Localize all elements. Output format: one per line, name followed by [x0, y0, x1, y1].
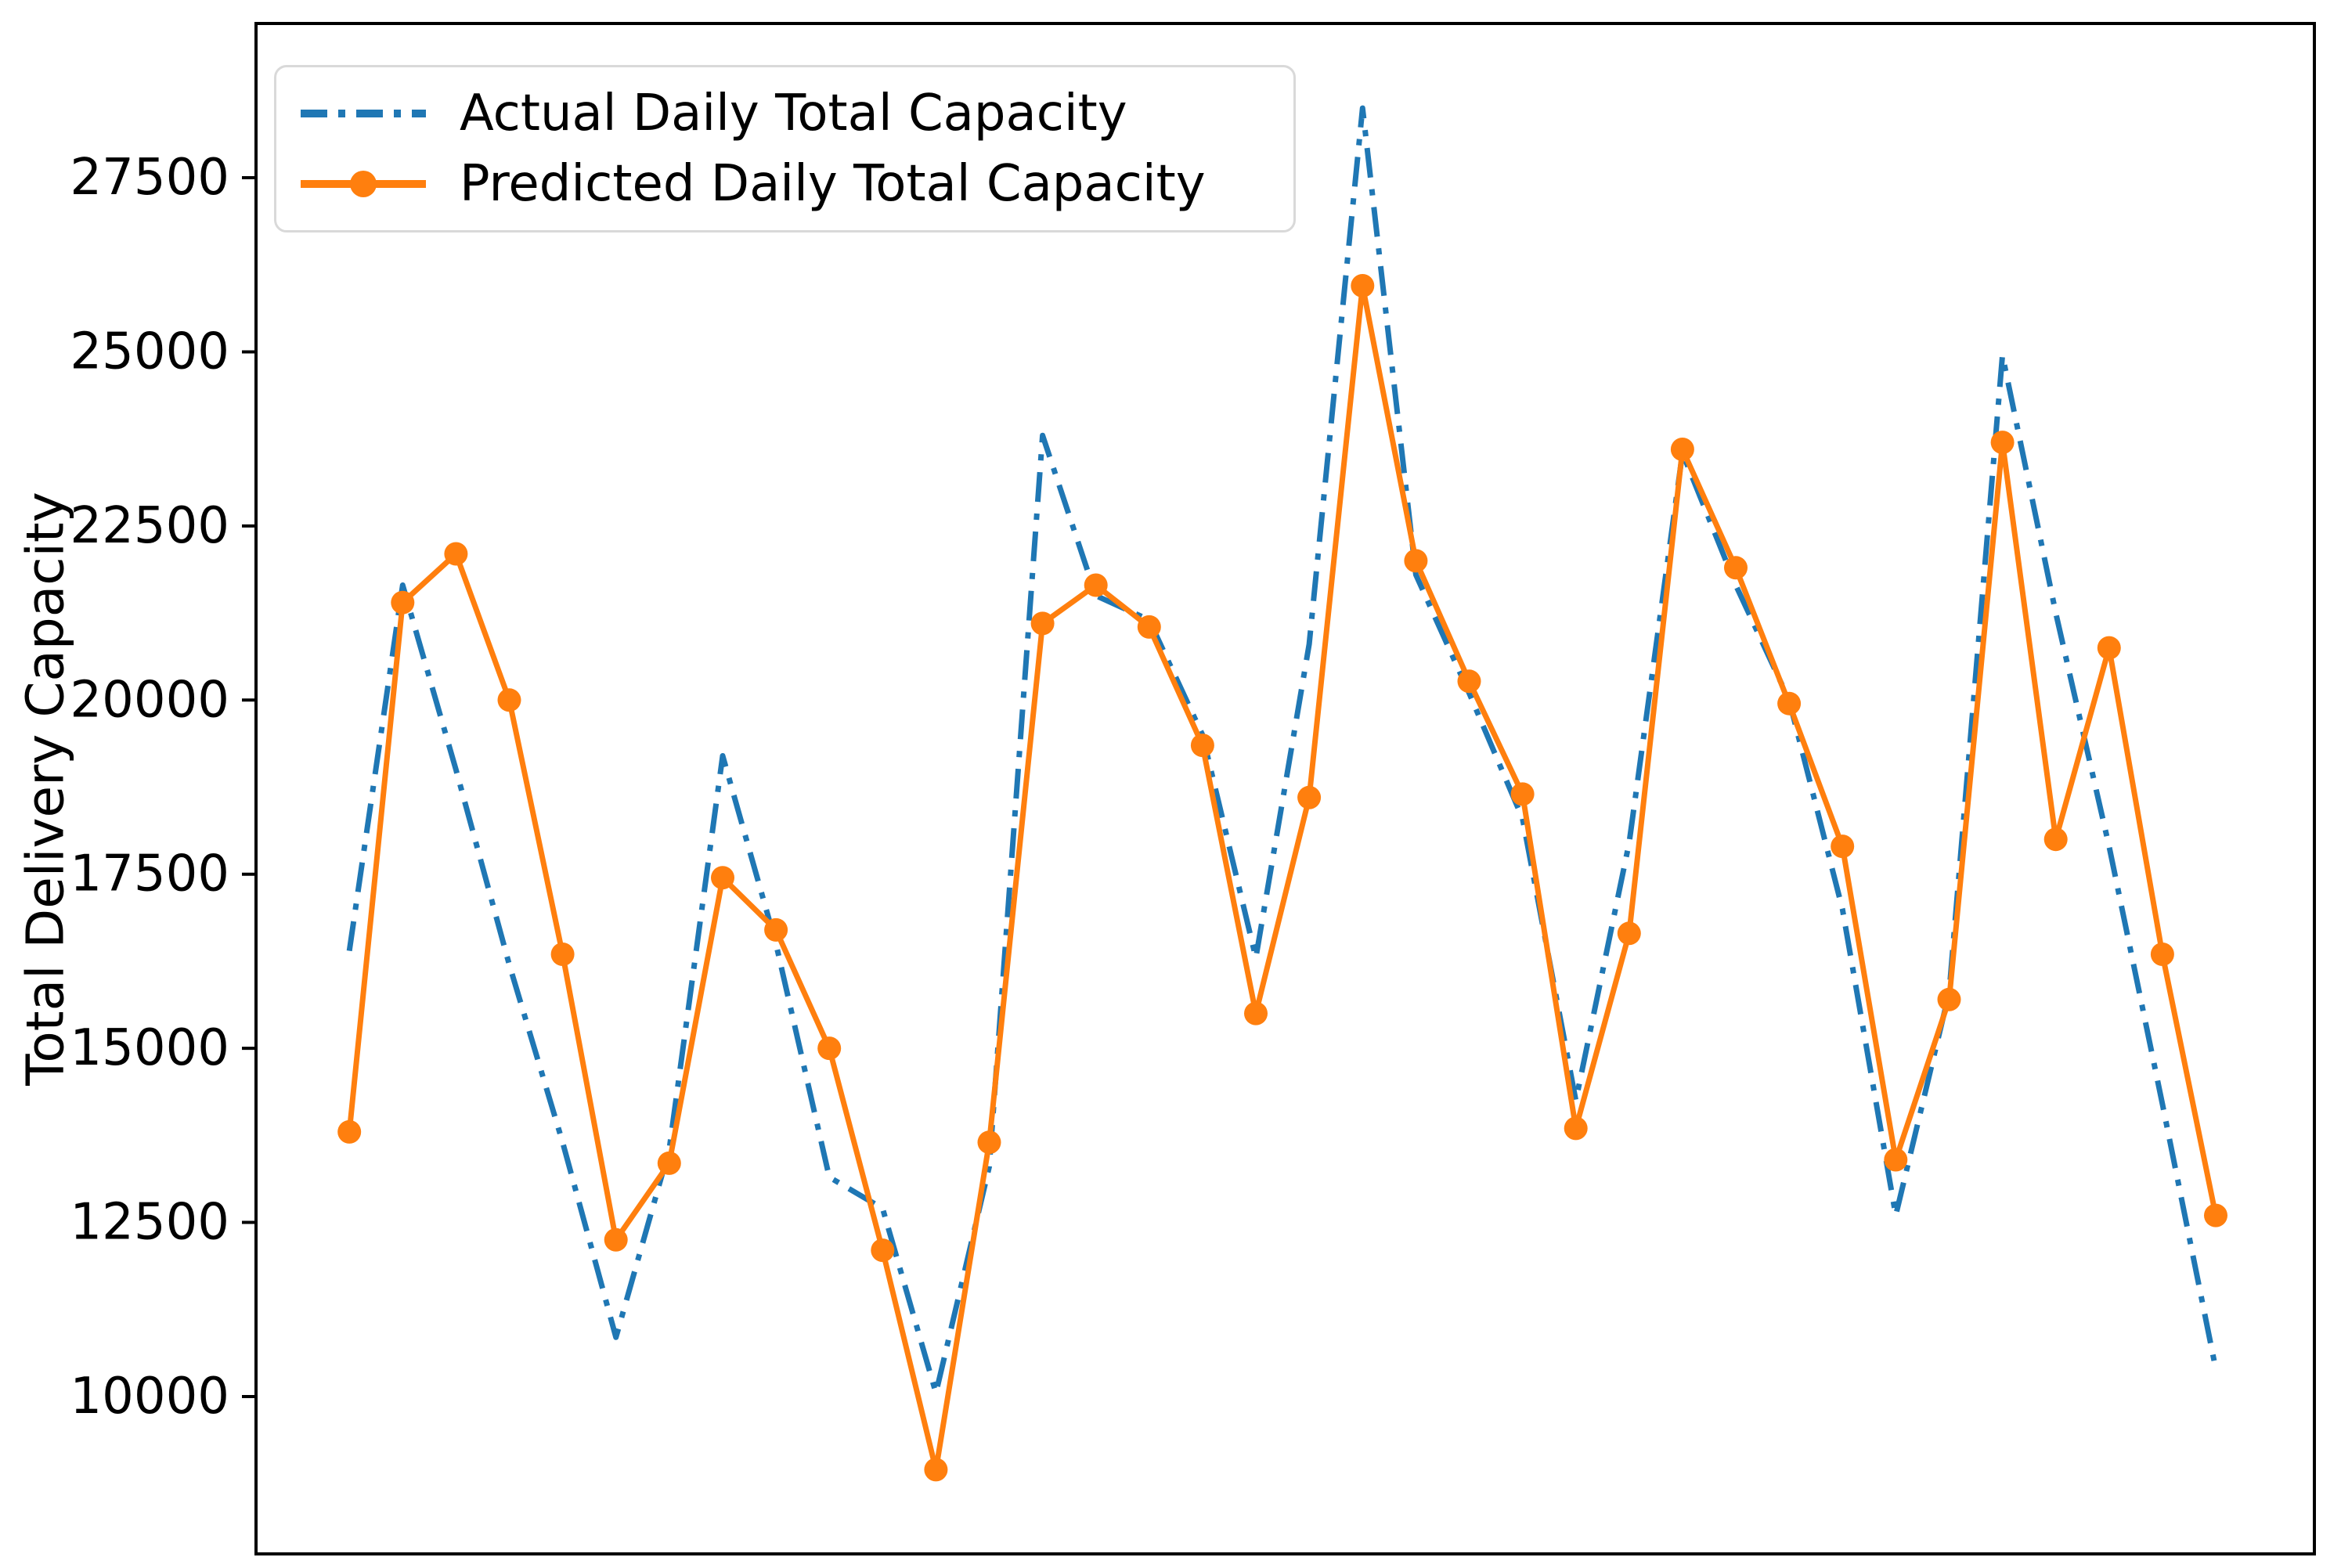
y-tick-label: 15000: [70, 1019, 229, 1077]
predicted-data-point: [657, 1151, 681, 1175]
predicted-data-point: [817, 1036, 842, 1061]
predicted-data-point: [1990, 431, 2015, 455]
legend-item-actual: Actual Daily Total Capacity: [297, 78, 1275, 149]
predicted-data-point: [1190, 734, 1214, 758]
predicted-data-point: [337, 1119, 362, 1144]
predicted-data-point: [1351, 274, 1375, 297]
predicted-data-point: [1404, 549, 1428, 573]
predicted-data-point: [1244, 1001, 1268, 1026]
actual-series-line: [346, 105, 2219, 1396]
predicted-data-point: [977, 1130, 1001, 1155]
y-tick-label: 22500: [70, 497, 229, 555]
y-tick-label: 10000: [70, 1368, 229, 1426]
predicted-data-point: [1564, 1116, 1588, 1141]
predicted-data-point: [1777, 691, 1802, 716]
predicted-data-point: [871, 1238, 895, 1263]
predicted-data-point: [711, 866, 734, 890]
legend: Actual Daily Total Capacity Predicted Da…: [274, 65, 1296, 232]
predicted-data-point: [1084, 573, 1108, 597]
predicted-data-point: [2204, 1203, 2227, 1227]
y-tick-label: 20000: [70, 671, 229, 729]
axes-frame: [254, 22, 2316, 1555]
y-tick-label: 27500: [70, 149, 229, 207]
predicted-data-point: [497, 688, 521, 712]
y-axis-label: Total Delivery Capacity: [16, 492, 76, 1086]
predicted-data-point: [2043, 827, 2068, 852]
predicted-data-point: [1457, 669, 1481, 694]
predicted-data-point: [1937, 987, 1961, 1011]
legend-label-actual: Actual Daily Total Capacity: [460, 85, 1127, 142]
predicted-data-point: [1510, 782, 1535, 806]
predicted-data-point: [604, 1227, 628, 1252]
actual-dashdot-line-icon: [301, 110, 426, 117]
legend-label-predicted: Predicted Daily Total Capacity: [460, 155, 1206, 213]
y-tick-label: 12500: [70, 1194, 229, 1252]
predicted-data-point: [924, 1458, 948, 1482]
predicted-data-point: [2097, 636, 2121, 660]
predicted-data-point: [1831, 834, 1855, 859]
predicted-data-point: [1617, 921, 1641, 946]
predicted-data-point: [550, 943, 575, 966]
predicted-data-point: [1137, 615, 1161, 639]
legend-item-predicted: Predicted Daily Total Capacity: [297, 149, 1275, 219]
predicted-data-point: [391, 590, 415, 615]
y-tick-label: 25000: [70, 323, 229, 380]
predicted-series-line: [346, 283, 2219, 1472]
predicted-data-point: [1030, 611, 1055, 636]
predicted-data-point: [444, 542, 468, 566]
predicted-data-point: [764, 917, 788, 942]
y-tick-label: 17500: [70, 845, 229, 903]
predicted-data-point: [1297, 785, 1322, 809]
predicted-data-point: [2150, 943, 2174, 966]
predicted-data-point: [1724, 556, 1748, 580]
predicted-data-point: [1670, 438, 1694, 461]
predicted-line-marker-icon: [301, 171, 426, 197]
predicted-data-point: [1884, 1148, 1908, 1172]
